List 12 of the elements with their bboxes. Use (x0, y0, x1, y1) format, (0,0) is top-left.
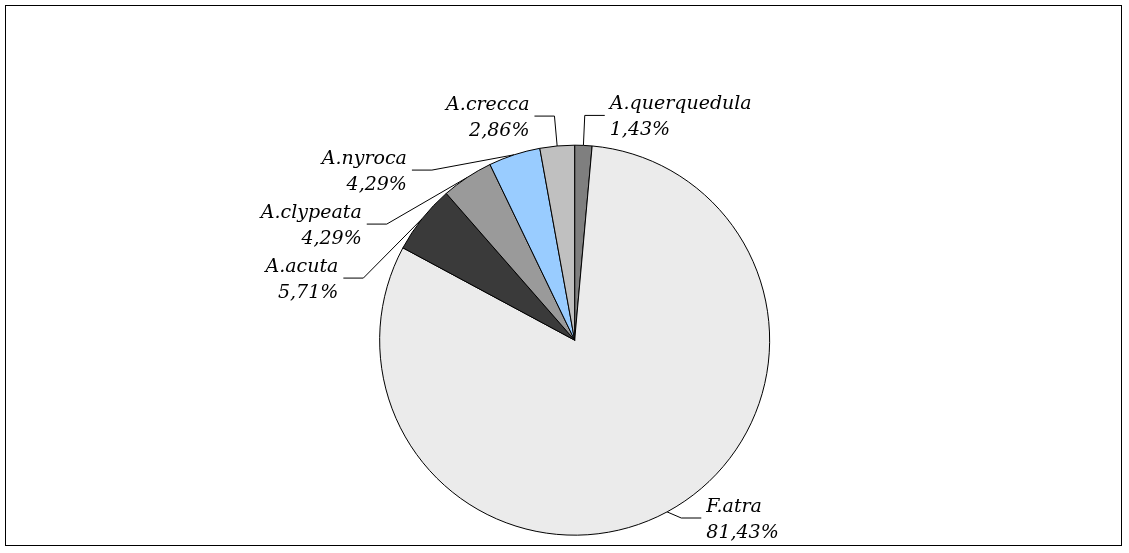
slice-label: A.acuta (263, 254, 339, 277)
slice-label: A.nyroca (319, 146, 407, 169)
data-label: 5,71% (277, 280, 339, 303)
data-label: 1,43% (609, 117, 671, 140)
slice-label: A.querquedula (607, 91, 752, 114)
data-label: 2,86% (468, 118, 530, 141)
data-label: 4,29% (300, 226, 362, 249)
slice-label: F.atra (705, 494, 762, 516)
data-label: 81,43% (706, 520, 779, 542)
slice-label: A.crecca (444, 92, 530, 115)
slice-label: A.clypeata (258, 200, 362, 223)
data-label: 4,29% (345, 172, 407, 195)
